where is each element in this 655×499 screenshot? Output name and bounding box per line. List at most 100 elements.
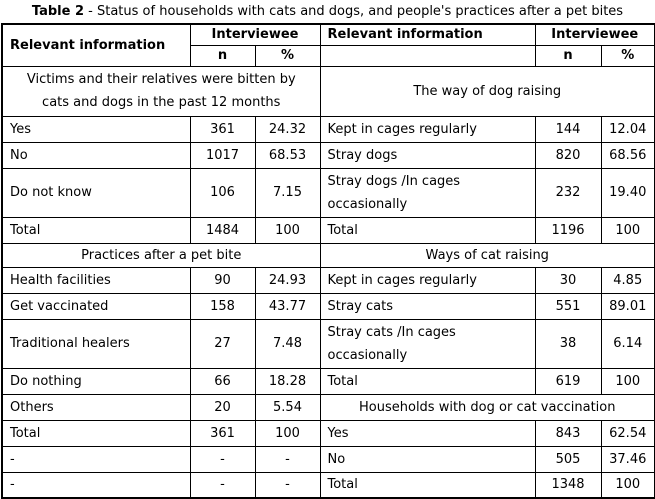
row-n-value: 843: [534, 419, 602, 447]
table-body: Victims and their relatives were bitten …: [1, 65, 655, 499]
row-percent-value: 19.40: [600, 167, 655, 218]
row-n-value: 90: [189, 266, 256, 294]
table-row: Victims and their relatives were bitten …: [1, 65, 655, 117]
row-percent-value: 100: [600, 367, 655, 395]
cell-text-line: occasionally: [327, 347, 408, 363]
row-label: Yes: [1, 115, 191, 143]
section-header-left: Victims and their relatives were bitten …: [1, 65, 321, 117]
row-label: Stray dogs: [319, 141, 536, 169]
header-right-interviewee: Interviewee: [534, 23, 655, 46]
row-percent-value: 6.14: [600, 318, 655, 369]
table-row: Get vaccinated 158 43.77 Stray cats 551 89.01: [1, 292, 655, 320]
row-percent-value: 5.54: [254, 393, 321, 421]
row-percent-value: 7.15: [254, 167, 321, 218]
header-right-relevant-information: Relevant information: [319, 23, 536, 46]
row-n-value: 27: [189, 318, 256, 369]
header-row-2: n % n %: [2, 44, 655, 67]
row-percent-value: 4.85: [600, 266, 655, 294]
table-caption: Table 2 - Status of households with cats…: [1, 1, 654, 23]
row-percent-value: 24.32: [254, 115, 321, 143]
row-n-value: 1017: [189, 141, 256, 169]
header-left-interviewee: Interviewee: [189, 23, 321, 46]
table-row: Yes 361 24.32 Kept in cages regularly 144 12.…: [1, 115, 655, 143]
row-label: Stray cats /In cages occasionally: [319, 318, 536, 369]
table-row: Health facilities 90 24.93 Kept in cages re…: [1, 266, 655, 294]
row-percent-value: 68.56: [600, 141, 655, 169]
section-header-right: The way of dog raising: [319, 65, 655, 117]
row-label: Total: [319, 471, 536, 499]
row-label: Kept in cages regularly: [319, 115, 536, 143]
table-row: Do not know 106 7.15 Stray dogs /In cages oc…: [1, 167, 655, 218]
row-n-value: 619: [534, 367, 602, 395]
row-n-value: 106: [189, 167, 256, 218]
row-percent-value: 18.28: [254, 367, 321, 395]
row-n-value: 144: [534, 115, 602, 143]
table-row: No 1017 68.53 Stray dogs 820 68.56: [1, 141, 655, 169]
section-header-left: Practices after a pet bite: [1, 242, 321, 268]
header-right-empty-cell: [319, 44, 536, 67]
row-label: Total: [319, 367, 536, 395]
row-n-value: 505: [534, 445, 602, 473]
row-n-value: 20: [189, 393, 256, 421]
table-row: Practices after a pet bite Ways of cat ra…: [1, 242, 655, 268]
row-label: Stray dogs /In cages occasionally: [319, 167, 536, 218]
row-percent-value: 24.93: [254, 266, 321, 294]
row-n-value: 361: [189, 419, 256, 447]
row-label: -: [1, 445, 191, 473]
row-n-value: 1196: [534, 216, 602, 244]
cell-text-line: cats and dogs in the past 12 months: [42, 95, 281, 110]
row-percent-value: 100: [254, 419, 321, 447]
cell-text-line: Stray dogs /In cages: [327, 173, 461, 189]
header-right-percent: %: [600, 44, 655, 67]
row-n-value: 361: [189, 115, 256, 143]
section-header-right: Households with dog or cat vaccination: [319, 393, 655, 421]
table-row: Total 361 100 Yes 843 62.54: [1, 419, 655, 447]
cell-text-line: Victims and their relatives were bitten …: [26, 72, 296, 87]
table-row: Others 20 5.54 Households with dog or cat v…: [1, 393, 655, 421]
row-n-value: 551: [534, 292, 602, 320]
row-percent-value: 12.04: [600, 115, 655, 143]
row-n-value: 1348: [534, 471, 602, 499]
row-label: No: [1, 141, 191, 169]
header-left-n: n: [189, 44, 256, 67]
table-row: - - - Total 1348 100: [1, 471, 655, 499]
row-percent-value: 43.77: [254, 292, 321, 320]
row-label: No: [319, 445, 536, 473]
row-label: Others: [1, 393, 191, 421]
row-percent-value: -: [254, 445, 321, 473]
table-row: Total 1484 100 Total 1196 100: [1, 216, 655, 244]
header-right-n: n: [534, 44, 602, 67]
row-label: Total: [1, 216, 191, 244]
row-n-value: 38: [534, 318, 602, 369]
row-percent-value: 7.48: [254, 318, 321, 369]
row-n-value: 1484: [189, 216, 256, 244]
row-label: Traditional healers: [1, 318, 191, 369]
row-label: Total: [319, 216, 536, 244]
row-percent-value: 89.01: [600, 292, 655, 320]
row-percent-value: 100: [600, 471, 655, 499]
row-n-value: 66: [189, 367, 256, 395]
table-caption-number: Table 2: [31, 4, 85, 19]
table-row: Traditional healers 27 7.48 Stray cats /In …: [1, 318, 655, 369]
row-label: -: [1, 471, 191, 499]
households-status-table: Relevant information Interviewee Relevan…: [1, 23, 655, 499]
row-n-value: 232: [534, 167, 602, 218]
row-label: Do not know: [1, 167, 191, 218]
row-label: Yes: [319, 419, 536, 447]
header-left-percent: %: [254, 44, 321, 67]
row-label: Do nothing: [1, 367, 191, 395]
cell-text-line: occasionally: [327, 196, 408, 212]
row-label: Total: [1, 419, 191, 447]
row-n-value: 820: [534, 141, 602, 169]
table-caption-text: - Status of households with cats and dog…: [88, 4, 624, 19]
row-label: Kept in cages regularly: [319, 266, 536, 294]
row-n-value: -: [189, 445, 256, 473]
header-row-1: Relevant information Interviewee Relevan…: [1, 23, 655, 67]
row-n-value: 30: [534, 266, 602, 294]
section-header-right: Ways of cat raising: [319, 242, 655, 268]
row-percent-value: 68.53: [254, 141, 321, 169]
row-percent-value: 100: [254, 216, 321, 244]
row-label: Get vaccinated: [1, 292, 191, 320]
table-row: Do nothing 66 18.28 Total 619 100: [1, 367, 655, 395]
